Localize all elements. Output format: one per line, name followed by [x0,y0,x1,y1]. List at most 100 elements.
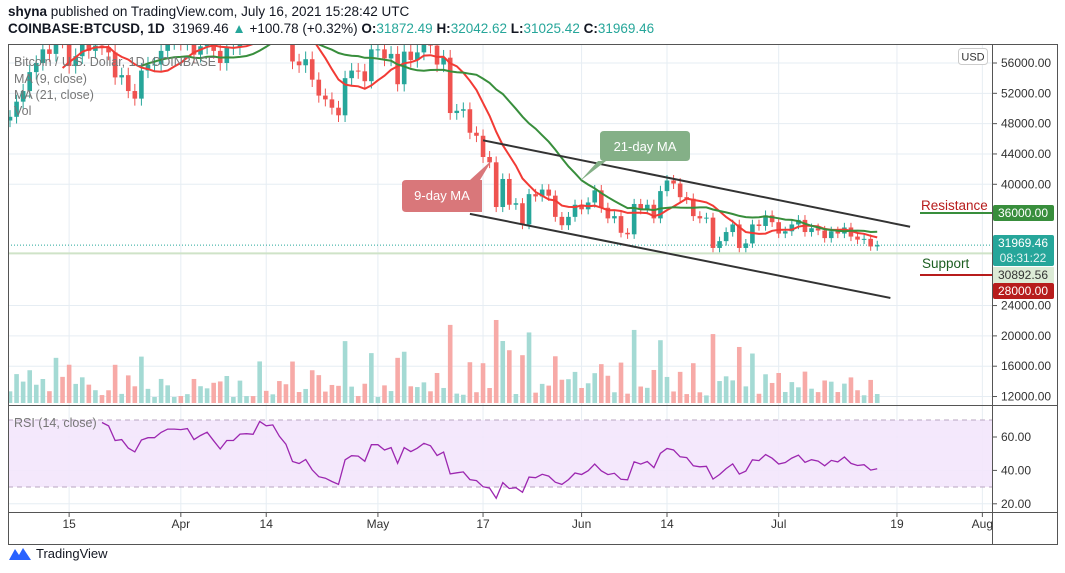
volume-bar [125,375,131,403]
reference-price-tag: 30892.56 [993,267,1054,283]
candle-body [474,132,479,136]
rsi-line [101,420,878,500]
volume-bar [513,393,519,403]
trend-channel[interactable] [469,139,911,299]
volume-bar [270,394,276,403]
candle [125,67,131,99]
price-axis[interactable]: 56000.00 52000.00 48000.00 44000.00 40000.00… [993,56,1051,404]
candle [717,236,722,253]
volume-bar [73,383,78,403]
volume-bar [342,341,348,403]
volume-bar [421,382,427,403]
currency-button[interactable]: USD [958,48,988,65]
candle [257,0,262,42]
candle [612,211,617,224]
rsi-label: 20.00 [1001,497,1031,511]
volume-bar [651,369,657,403]
volume-bar [658,340,663,403]
volume-bar [717,381,722,403]
candle-body [723,232,729,242]
candle [27,64,33,99]
candle [8,110,13,128]
candle-body [592,190,598,203]
time-label: 15 [62,517,76,531]
price-label: 48000.00 [1001,117,1051,131]
candle-body [251,33,256,34]
volume-bar [191,378,197,403]
candle [874,240,880,251]
volume-bar [776,373,781,403]
candle-body [874,245,880,247]
candle-body [631,203,637,235]
volume-bar [710,334,716,403]
channel-upper-line [482,139,911,228]
candle-body [513,203,519,205]
candle-body [204,44,210,47]
volume-bar [546,385,552,403]
candle [776,217,781,239]
time-label: Aug [972,517,993,531]
symbol: COINBASE:BTCUSD, 1D [8,21,165,36]
candle [264,0,269,19]
candle-body [861,238,867,240]
volume-bar [375,397,381,403]
volume-bar [605,375,611,403]
candle-body [421,44,427,53]
annotation-9day-ma[interactable]: 9-day MA [402,160,492,212]
rsi-path [101,420,878,500]
time-label: May [367,517,390,531]
candle-body [480,135,486,157]
volume-bar [132,386,138,403]
candle [73,48,78,74]
candle-body [33,63,39,73]
candle [638,198,644,215]
resistance-label: Resistance [921,198,988,213]
candle [658,185,663,224]
volume-bar [185,394,190,403]
candle [204,44,210,55]
rsi-label: 40.00 [1001,463,1031,477]
grid [8,44,992,512]
candle [644,199,650,215]
candle [180,44,182,51]
candle [237,44,243,56]
time-axis[interactable]: 15 Apr 14 May 17 Jun 14 Jul 19 Aug [62,513,993,531]
candle [186,44,188,51]
candle [454,103,460,120]
candle-body [736,224,742,248]
candle [474,126,479,143]
price-label: 40000.00 [1001,177,1051,191]
time-label: Apr [171,517,190,531]
volume-bar [316,375,322,403]
candle-body [553,195,558,217]
tradingview-logo[interactable]: TradingView [8,545,108,561]
candle-body [277,8,282,22]
candle [736,219,742,253]
candle [408,44,414,68]
volume-bar [86,384,92,403]
candle-body [20,91,26,102]
volume-bar [789,382,795,403]
candle [677,178,683,203]
annotation-21day-ma[interactable]: 21-day MA [580,131,690,181]
candle-body [717,241,722,248]
volume-bar [625,393,630,403]
time-label: Jul [771,517,786,531]
volume-bar [474,392,479,403]
candle-body [743,243,749,248]
candle [329,92,335,115]
candle-body [145,64,151,71]
candle [173,44,175,50]
candle [651,199,657,224]
volume-bar [493,319,499,403]
volume-bar [835,392,841,403]
candle-body [106,47,111,53]
candle [388,46,394,67]
currency-label: USD [961,52,984,64]
high-label: H: [436,21,451,36]
last-price: 31969.46 [172,21,229,36]
low-label: L: [510,21,524,36]
volume-bar [782,391,788,403]
candle-body [835,231,841,234]
